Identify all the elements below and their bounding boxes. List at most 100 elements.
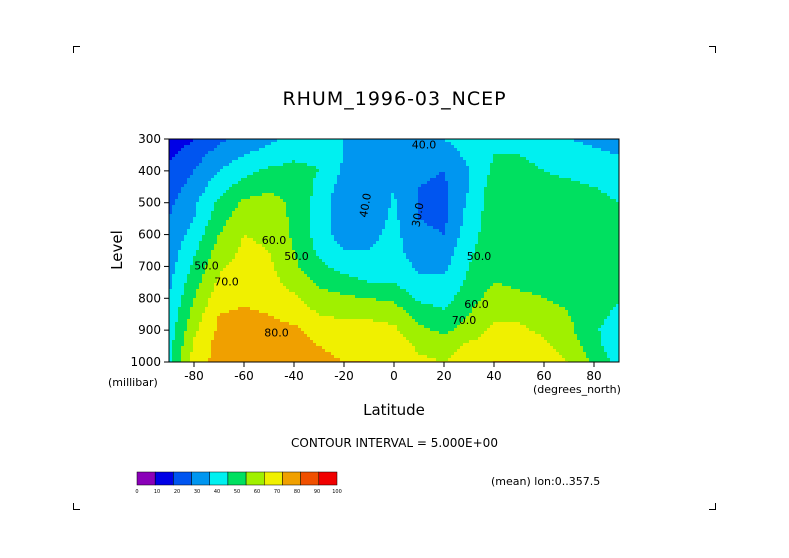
field-cell	[382, 184, 385, 187]
field-cell	[577, 160, 580, 163]
field-cell	[286, 205, 289, 208]
field-cell	[487, 205, 490, 208]
field-cell	[169, 166, 172, 169]
field-cell	[172, 190, 175, 193]
field-cell	[451, 229, 454, 232]
field-cell	[427, 229, 430, 232]
field-cell	[562, 181, 565, 184]
field-cell	[430, 190, 433, 193]
field-cell	[505, 226, 508, 229]
field-cell	[487, 235, 490, 238]
field-cell	[328, 199, 331, 202]
field-cell	[544, 169, 547, 172]
field-cell	[397, 178, 400, 181]
field-cell	[295, 190, 298, 193]
field-cell	[343, 148, 346, 151]
field-cell	[418, 229, 421, 232]
field-cell	[577, 205, 580, 208]
field-cell	[175, 142, 178, 145]
field-cell	[424, 187, 427, 190]
field-cell	[556, 151, 559, 154]
field-cell	[400, 184, 403, 187]
field-cell	[301, 187, 304, 190]
field-cell	[502, 166, 505, 169]
field-cell	[274, 175, 277, 178]
field-cell	[172, 232, 175, 235]
crop-mark-bottom-left	[73, 503, 80, 510]
field-cell	[607, 181, 610, 184]
field-cell	[556, 178, 559, 181]
field-cell	[370, 211, 373, 214]
field-cell	[592, 157, 595, 160]
field-cell	[466, 166, 469, 169]
field-cell	[481, 148, 484, 151]
field-cell	[301, 175, 304, 178]
field-cell	[178, 226, 181, 229]
field-cell	[487, 220, 490, 223]
field-cell	[205, 157, 208, 160]
field-cell	[613, 211, 616, 214]
field-cell	[517, 187, 520, 190]
field-cell	[391, 217, 394, 220]
field-cell	[550, 160, 553, 163]
field-cell	[331, 196, 334, 199]
field-cell	[283, 184, 286, 187]
field-cell	[295, 166, 298, 169]
field-cell	[445, 199, 448, 202]
field-cell	[571, 220, 574, 223]
field-cell	[607, 211, 610, 214]
field-cell	[469, 151, 472, 154]
field-cell	[397, 208, 400, 211]
field-cell	[340, 235, 343, 238]
field-cell	[316, 205, 319, 208]
field-cell	[352, 151, 355, 154]
field-cell	[187, 238, 190, 241]
field-cell	[277, 235, 280, 238]
field-cell	[361, 163, 364, 166]
field-cell	[448, 181, 451, 184]
field-cell	[172, 235, 175, 238]
field-cell	[307, 148, 310, 151]
field-cell	[553, 229, 556, 232]
field-cell	[403, 178, 406, 181]
field-cell	[373, 139, 376, 142]
field-cell	[562, 214, 565, 217]
field-cell	[610, 163, 613, 166]
field-cell	[505, 214, 508, 217]
field-cell	[571, 196, 574, 199]
field-cell	[406, 208, 409, 211]
field-cell	[397, 157, 400, 160]
field-cell	[463, 175, 466, 178]
field-cell	[373, 208, 376, 211]
field-cell	[394, 226, 397, 229]
field-cell	[232, 217, 235, 220]
field-cell	[538, 226, 541, 229]
field-cell	[289, 232, 292, 235]
field-cell	[319, 220, 322, 223]
field-cell	[274, 142, 277, 145]
field-cell	[502, 232, 505, 235]
field-cell	[448, 205, 451, 208]
field-cell	[346, 190, 349, 193]
field-cell	[469, 193, 472, 196]
field-cell	[403, 220, 406, 223]
field-cell	[415, 157, 418, 160]
field-cell	[538, 145, 541, 148]
field-cell	[490, 178, 493, 181]
field-cell	[373, 190, 376, 193]
field-cell	[511, 202, 514, 205]
field-cell	[595, 235, 598, 238]
field-cell	[277, 205, 280, 208]
field-cell	[385, 199, 388, 202]
field-cell	[562, 223, 565, 226]
field-cell	[394, 214, 397, 217]
field-cell	[205, 220, 208, 223]
field-cell	[415, 151, 418, 154]
field-cell	[505, 217, 508, 220]
field-cell	[520, 169, 523, 172]
field-cell	[613, 208, 616, 211]
field-cell	[373, 217, 376, 220]
field-cell	[562, 169, 565, 172]
field-cell	[484, 163, 487, 166]
field-cell	[388, 214, 391, 217]
